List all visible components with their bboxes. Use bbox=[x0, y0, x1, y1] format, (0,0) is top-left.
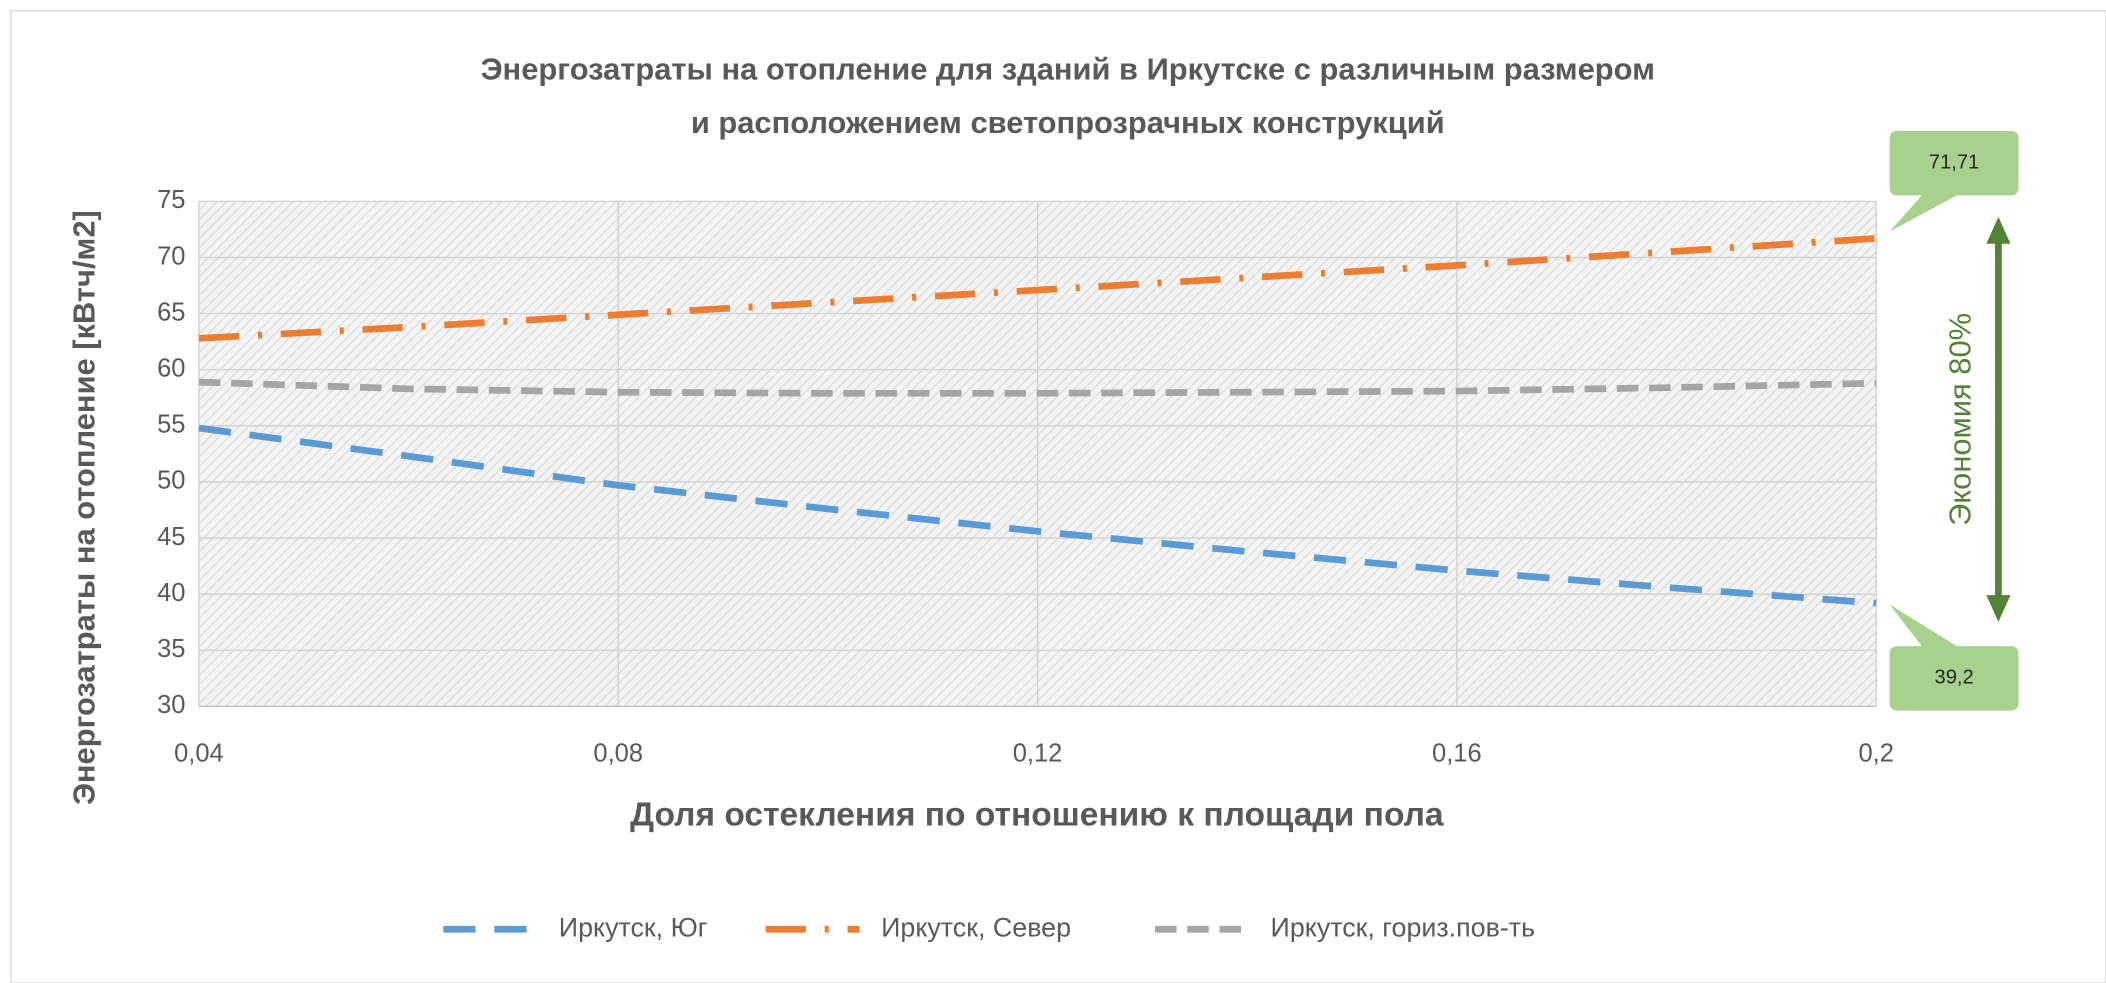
y-tick-label: 40 bbox=[157, 579, 185, 607]
callout bbox=[1889, 604, 2019, 711]
chart-title: и расположением светопрозрачных конструк… bbox=[691, 105, 1445, 140]
legend-label: Иркутск, гориз.пов-ть bbox=[1271, 912, 1536, 942]
x-tick-label: 0,2 bbox=[1858, 739, 1893, 767]
data-label: 71,71 bbox=[1929, 151, 1979, 173]
series-line bbox=[198, 235, 1877, 342]
x-tick-label: 0,12 bbox=[1013, 739, 1063, 767]
y-tick-label: 35 bbox=[157, 635, 185, 663]
legend-label: Иркутск, Север bbox=[881, 912, 1071, 942]
series-line bbox=[198, 378, 1877, 397]
x-tick-label: 0,04 bbox=[174, 739, 224, 767]
y-tick-label: 55 bbox=[157, 411, 185, 439]
y-axis-label: Энергозатраты на отопление [кВтч/м2] bbox=[66, 210, 101, 805]
arrow-head bbox=[1986, 595, 2011, 622]
data-label: 39,2 bbox=[1934, 667, 1973, 689]
y-tick-label: 45 bbox=[157, 523, 185, 551]
x-tick-label: 0,08 bbox=[593, 739, 643, 767]
legend-label: Иркутск, Юг bbox=[559, 912, 708, 942]
series-line bbox=[198, 424, 1877, 607]
y-tick-label: 75 bbox=[157, 186, 185, 214]
callout bbox=[1889, 130, 2019, 232]
y-tick-label: 30 bbox=[157, 691, 185, 719]
arrow-head bbox=[1986, 216, 2011, 244]
y-tick-label: 50 bbox=[157, 467, 185, 495]
annotation: Экономия 80% bbox=[1942, 313, 1977, 526]
y-tick-label: 70 bbox=[157, 242, 185, 270]
x-tick-label: 0,16 bbox=[1432, 739, 1482, 767]
y-tick-label: 60 bbox=[157, 354, 185, 382]
chart-title: Энергозатраты на отопление для зданий в … bbox=[481, 51, 1655, 86]
x-axis-label: Доля остекления по отношению к площади п… bbox=[630, 796, 1444, 833]
y-tick-label: 65 bbox=[157, 298, 185, 326]
